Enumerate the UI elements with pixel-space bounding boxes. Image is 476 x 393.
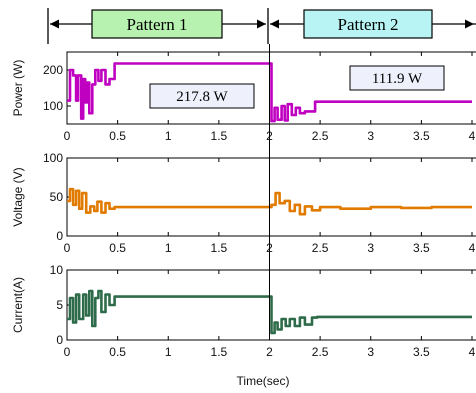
x-tick-label: 1.5: [211, 345, 228, 359]
x-tick-label: 3: [367, 345, 374, 359]
x-tick-label: 3.5: [413, 345, 430, 359]
x-axis-label: Time(sec): [237, 374, 290, 388]
series-line: [67, 62, 472, 123]
x-tick-label: 3.5: [413, 129, 430, 143]
pattern1-arrow-right-head: [257, 19, 266, 29]
x-tick-label: 0.5: [109, 129, 126, 143]
y-tick-label: 100: [43, 99, 63, 113]
x-tick-label: 0: [64, 241, 71, 255]
x-tick-label: 1: [165, 241, 172, 255]
pattern1-box: [91, 9, 223, 39]
y-axis-label: Current(A): [11, 277, 25, 333]
y-axis-label: Power (W): [11, 60, 25, 117]
x-tick-label: 4: [469, 129, 476, 143]
x-tick-label: 1: [165, 129, 172, 143]
x-tick-label: 0: [64, 129, 71, 143]
pattern2-box: [303, 9, 433, 39]
x-tick-label: 1: [165, 345, 172, 359]
annotation-box: [149, 83, 255, 109]
y-tick-label: 0: [56, 229, 63, 243]
y-tick-label: 10: [50, 263, 64, 277]
x-tick-label: 1.5: [211, 241, 228, 255]
plot-frame: [66, 157, 476, 237]
x-tick-label: 3.5: [413, 241, 430, 255]
x-tick-label: 0: [64, 345, 71, 359]
x-tick-label: 2.5: [312, 241, 329, 255]
plot-frame: [66, 51, 476, 125]
annotation-box: [349, 65, 445, 91]
pattern2-label: Pattern 2: [338, 15, 399, 34]
x-tick-label: 3: [367, 241, 374, 255]
pattern-header: Pattern 1 Pattern 2: [47, 8, 476, 44]
y-tick-label: 5: [56, 298, 63, 312]
y-tick-label: 0: [56, 333, 63, 347]
x-tick-label: 4: [469, 345, 476, 359]
x-tick-label: 2.5: [312, 129, 329, 143]
panel-3: 0 0.5 1 1.5 2 2.5 3 3.5 4 0 5 10 Current(A) Time(sec): [11, 263, 476, 388]
y-tick-label: 100: [43, 151, 63, 165]
x-tick-label: 4: [469, 241, 476, 255]
annotation-text: 111.9 W: [372, 71, 423, 87]
pattern1-arrow-left-head: [50, 19, 59, 29]
x-tick-label: 3: [367, 129, 374, 143]
x-tick-label: 2: [266, 345, 273, 359]
y-tick-label: 200: [43, 63, 63, 77]
series-line: [67, 187, 472, 216]
annotation-text: 217.8 W: [176, 89, 228, 105]
x-tick-label: 2.5: [312, 345, 329, 359]
pattern2-arrow-right-head: [465, 19, 474, 29]
pattern1-label: Pattern 1: [127, 15, 188, 34]
x-tick-label: 1.5: [211, 129, 228, 143]
series-line: [67, 289, 472, 335]
y-tick-label: 50: [50, 190, 64, 204]
x-tick-label: 0.5: [109, 241, 126, 255]
y-axis-label: Voltage (V): [11, 167, 25, 226]
x-tick-label: 0.5: [109, 345, 126, 359]
pattern2-arrow-left-head: [270, 19, 279, 29]
